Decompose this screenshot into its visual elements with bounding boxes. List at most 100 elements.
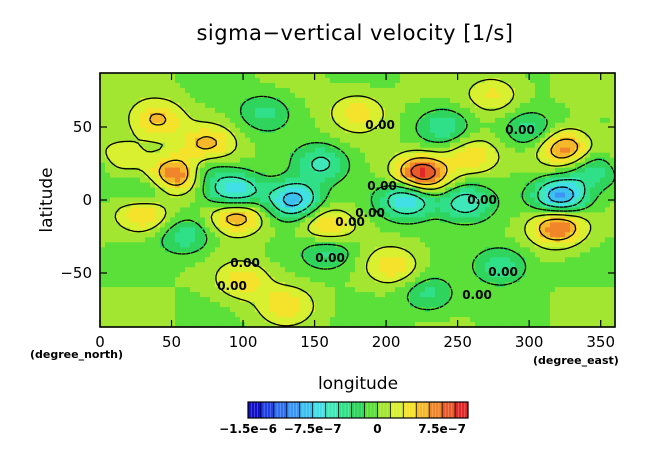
field-cell bbox=[290, 147, 296, 154]
field-cell bbox=[420, 287, 426, 293]
field-cell bbox=[255, 142, 261, 149]
field-cell bbox=[515, 197, 521, 204]
field-cell bbox=[235, 142, 241, 149]
field-cell bbox=[300, 167, 306, 174]
field-cell bbox=[325, 242, 331, 248]
field-cell bbox=[225, 307, 231, 313]
field-cell bbox=[530, 162, 536, 169]
field-cell bbox=[495, 272, 501, 278]
field-cell bbox=[175, 117, 181, 124]
field-cell bbox=[295, 147, 301, 154]
field-cell bbox=[145, 287, 151, 293]
field-cell bbox=[185, 212, 191, 219]
field-cell bbox=[165, 112, 171, 119]
field-cell bbox=[530, 132, 536, 139]
field-cell bbox=[565, 127, 571, 134]
field-cell bbox=[230, 307, 236, 313]
field-cell bbox=[495, 307, 501, 313]
field-cell bbox=[105, 127, 111, 134]
field-cell bbox=[190, 247, 196, 253]
field-cell bbox=[300, 197, 306, 204]
field-cell bbox=[475, 247, 481, 253]
field-cell bbox=[485, 157, 491, 164]
field-cell bbox=[230, 192, 236, 199]
field-cell bbox=[500, 102, 506, 109]
field-cell bbox=[485, 222, 491, 228]
field-cell bbox=[260, 232, 266, 238]
field-cell bbox=[355, 82, 361, 89]
field-cell bbox=[590, 297, 596, 303]
field-cell bbox=[405, 237, 411, 243]
field-cell bbox=[520, 157, 526, 164]
field-cell bbox=[465, 172, 471, 179]
field-cell bbox=[355, 267, 361, 273]
field-cell bbox=[255, 252, 261, 258]
field-cell bbox=[370, 217, 376, 224]
field-cell bbox=[435, 277, 441, 283]
field-cell bbox=[155, 162, 161, 169]
field-cell bbox=[405, 112, 411, 119]
field-cell bbox=[220, 257, 226, 263]
field-cell bbox=[295, 242, 301, 248]
field-cell bbox=[145, 77, 151, 84]
field-cell bbox=[520, 112, 526, 119]
field-cell bbox=[200, 82, 206, 89]
field-cell bbox=[415, 247, 421, 253]
field-cell bbox=[380, 252, 386, 258]
field-cell bbox=[515, 177, 521, 184]
field-cell bbox=[335, 142, 341, 149]
field-cell bbox=[390, 212, 396, 219]
field-cell bbox=[275, 212, 281, 219]
field-cell bbox=[570, 102, 576, 109]
field-cell bbox=[410, 247, 416, 253]
field-cell bbox=[235, 272, 241, 278]
field-cell bbox=[185, 192, 191, 199]
field-cell bbox=[610, 292, 616, 298]
field-cell bbox=[555, 172, 561, 179]
field-cell bbox=[475, 142, 481, 149]
field-cell bbox=[275, 77, 281, 84]
field-cell bbox=[250, 292, 256, 298]
field-cell bbox=[405, 82, 411, 89]
field-cell bbox=[160, 107, 166, 114]
field-cell bbox=[500, 92, 506, 99]
field-cell bbox=[135, 127, 141, 134]
field-cell bbox=[520, 162, 526, 169]
field-cell bbox=[605, 197, 611, 204]
field-cell bbox=[590, 307, 596, 313]
field-cell bbox=[265, 287, 271, 293]
field-cell bbox=[575, 102, 581, 109]
field-cell bbox=[385, 257, 391, 263]
field-cell bbox=[340, 137, 346, 144]
field-cell bbox=[300, 232, 306, 238]
field-cell bbox=[125, 122, 131, 129]
field-cell bbox=[420, 297, 426, 303]
field-cell bbox=[265, 257, 271, 263]
field-cell bbox=[585, 292, 591, 298]
field-cell bbox=[560, 237, 566, 243]
field-cell bbox=[245, 202, 251, 209]
field-cell bbox=[135, 282, 141, 288]
field-cell bbox=[195, 102, 201, 109]
field-cell bbox=[260, 122, 266, 129]
field-cell bbox=[260, 73, 266, 79]
field-cell bbox=[165, 252, 171, 258]
field-cell bbox=[180, 97, 186, 104]
field-cell bbox=[105, 282, 111, 288]
field-cell bbox=[265, 132, 271, 139]
field-cell bbox=[600, 167, 606, 174]
field-cell bbox=[510, 82, 516, 89]
field-cell bbox=[595, 252, 601, 258]
field-cell bbox=[455, 182, 461, 189]
field-cell bbox=[215, 152, 221, 159]
field-cell bbox=[145, 92, 151, 99]
field-cell bbox=[440, 232, 446, 238]
field-cell bbox=[195, 262, 201, 268]
field-cell bbox=[495, 152, 501, 159]
field-cell bbox=[410, 292, 416, 298]
field-cell bbox=[520, 252, 526, 258]
field-cell bbox=[385, 222, 391, 228]
field-cell bbox=[260, 102, 266, 109]
field-cell bbox=[510, 292, 516, 298]
field-cell bbox=[250, 202, 256, 209]
